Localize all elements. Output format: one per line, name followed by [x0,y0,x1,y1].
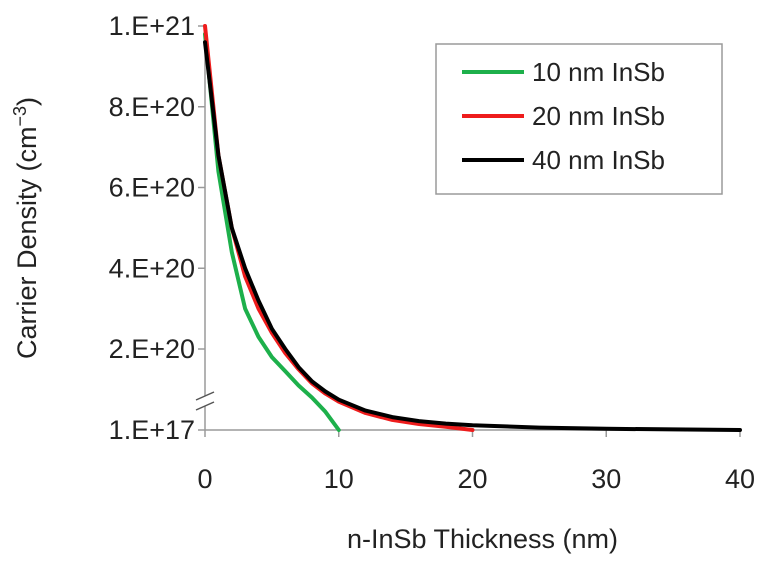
y-axis-title: Carrier Density (cm−3) [10,97,42,359]
series-group [203,24,742,432]
y-tick-group: 1.E+17 2.E+20 4.E+20 6.E+20 8.E+20 1.E+21 [109,11,205,445]
series-line-2 [203,24,475,432]
y-axis-title-suffix: ) [12,97,42,106]
series-line-3 [203,40,742,432]
legend-label-3: 40 nm InSb [532,145,665,175]
y-axis-title-superscript: −3 [10,106,30,127]
x-tick-label: 40 [725,464,755,494]
x-axis-title: n-InSb Thickness (nm) [347,524,618,554]
y-tick-label: 8.E+20 [109,92,195,122]
series-line-1 [203,32,341,432]
y-tick-label: 4.E+20 [109,253,195,283]
y-tick-label: 1.E+21 [109,11,195,41]
y-tick-label: 2.E+20 [109,334,195,364]
y-tick-label: 6.E+20 [109,173,195,203]
y-axis-title-prefix: Carrier Density (cm [12,127,42,360]
axis-break-slash-2 [195,401,215,411]
legend-label-2: 20 nm InSb [532,101,665,131]
y-axis-break-mark [195,391,215,411]
legend-items: 10 nm InSb 20 nm InSb 40 nm InSb [462,57,665,175]
legend: 10 nm InSb 20 nm InSb 40 nm InSb [435,43,723,195]
axis-break-slash-1 [195,391,215,401]
x-tick-label: 20 [457,464,487,494]
x-tick-label: 0 [197,464,212,494]
legend-label-1: 10 nm InSb [532,57,665,87]
x-tick-label: 30 [591,464,621,494]
legend-box [435,43,723,195]
axis-break-gap [197,396,213,406]
x-tick-label: 10 [324,464,354,494]
x-tick-group: 0 10 20 30 40 [197,430,755,494]
y-tick-label: 1.E+17 [109,415,195,445]
